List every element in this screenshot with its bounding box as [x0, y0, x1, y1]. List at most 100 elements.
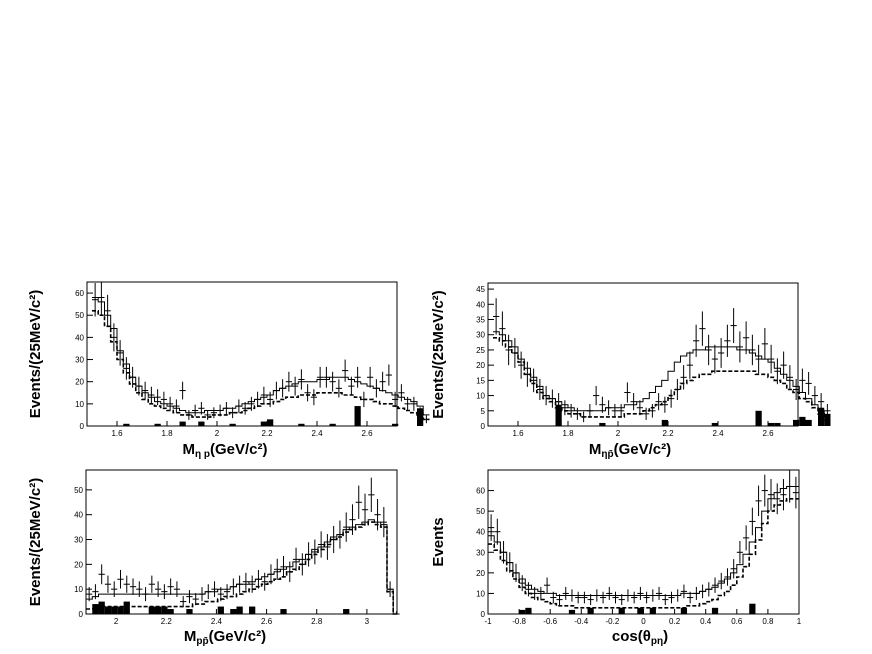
- background-bar: [123, 423, 130, 426]
- data-point: [599, 591, 607, 604]
- y-tick-label: 40: [476, 528, 485, 537]
- y-tick-label: 10: [75, 400, 84, 409]
- data-point: [655, 586, 663, 600]
- data-point: [292, 547, 300, 572]
- data-point: [260, 386, 267, 404]
- x-tick-label: 2: [215, 429, 220, 438]
- data-point: [556, 594, 563, 606]
- background-bar: [661, 419, 668, 426]
- x-tick-label: 1.8: [562, 429, 574, 438]
- data-point: [536, 378, 543, 401]
- data-point: [142, 587, 149, 602]
- data-point: [110, 323, 117, 352]
- background-bar: [230, 609, 237, 614]
- x-tick-label: 2.6: [762, 429, 774, 438]
- x-tick-label: 3: [365, 617, 370, 626]
- mc-total-histogram: [92, 297, 430, 416]
- panel-2: 1.6 1.8 2 2.2 2.4 2.6 0 5 10 15 20 25 30 35 40 45 Mηp̄(G…: [430, 282, 831, 460]
- data-point: [736, 331, 743, 363]
- data-point: [662, 594, 669, 606]
- x-tick-label: 0.6: [731, 617, 743, 626]
- data-point: [512, 563, 520, 583]
- data-point: [718, 572, 725, 590]
- x-tick-label: 0.4: [700, 617, 712, 626]
- x-tick-label: -0.8: [512, 617, 526, 626]
- data-point: [519, 575, 526, 592]
- data-point: [505, 334, 512, 366]
- data-point: [531, 586, 538, 600]
- data-point: [360, 391, 367, 408]
- data-point: [279, 379, 286, 398]
- y-tick-label: 60: [75, 289, 84, 298]
- data-point: [404, 396, 411, 411]
- x-tick-label: 2.4: [211, 617, 223, 626]
- y-tick-label: 30: [75, 356, 84, 365]
- data-point: [248, 396, 255, 411]
- data-point: [104, 294, 111, 327]
- background-bar: [818, 407, 825, 426]
- data-point: [493, 298, 500, 335]
- x-tick-label: 1: [797, 617, 802, 626]
- data-point: [123, 357, 130, 380]
- data-point: [543, 385, 550, 406]
- background-bar: [793, 419, 800, 426]
- y-tick-label: 30: [74, 536, 83, 545]
- data-point: [104, 575, 112, 593]
- background-bar: [525, 607, 532, 614]
- x-tick-label: 2.4: [311, 429, 323, 438]
- data-point: [236, 575, 243, 593]
- data-point: [655, 393, 662, 411]
- data-point: [774, 358, 781, 385]
- data-point: [367, 366, 374, 388]
- data-point: [686, 351, 693, 379]
- data-point: [374, 498, 381, 531]
- data-point: [329, 371, 336, 392]
- data-point: [593, 589, 600, 602]
- data-point: [586, 403, 593, 418]
- background-bar: [637, 607, 644, 614]
- x-tick-label: 1.8: [161, 429, 173, 438]
- y-tick-label: 40: [74, 511, 83, 520]
- data-point: [205, 584, 212, 600]
- data-point: [550, 591, 557, 604]
- data-point: [98, 282, 105, 315]
- mc-signal-histogram: [92, 310, 430, 421]
- data-point: [724, 324, 731, 357]
- data-point: [780, 479, 787, 511]
- background-bar: [260, 421, 267, 426]
- data-point: [304, 384, 311, 402]
- data-point: [618, 594, 625, 606]
- data-point: [568, 589, 576, 602]
- data-point: [198, 402, 205, 415]
- x-tick-label: 0: [641, 617, 646, 626]
- data-point: [423, 415, 430, 424]
- data-point: [506, 552, 513, 573]
- y-tick-label: 20: [75, 378, 84, 387]
- plot-frame: [487, 282, 799, 427]
- data-point: [167, 578, 174, 595]
- x-tick-label: 2: [616, 429, 621, 438]
- data-point: [392, 391, 399, 408]
- data-point: [198, 587, 206, 602]
- data-point: [148, 575, 155, 593]
- data-point: [192, 404, 199, 417]
- data-point: [730, 308, 737, 344]
- y-tick-label: 10: [74, 585, 83, 594]
- data-point: [393, 611, 400, 615]
- data-point: [680, 365, 687, 390]
- data-point: [398, 384, 405, 402]
- data-point: [618, 403, 625, 418]
- data-point: [255, 569, 262, 589]
- background-bar: [329, 423, 336, 426]
- x-tick-label: -1: [484, 617, 492, 626]
- x-tick-label: 0.2: [669, 617, 681, 626]
- background-bar: [649, 607, 656, 614]
- data-point: [581, 591, 588, 604]
- data-point: [724, 568, 731, 586]
- background-bar: [805, 419, 812, 426]
- data-point: [217, 404, 224, 417]
- data-point: [612, 591, 619, 604]
- x-tick-label: 0.8: [762, 617, 774, 626]
- data-point: [499, 311, 506, 346]
- data-point: [824, 403, 831, 418]
